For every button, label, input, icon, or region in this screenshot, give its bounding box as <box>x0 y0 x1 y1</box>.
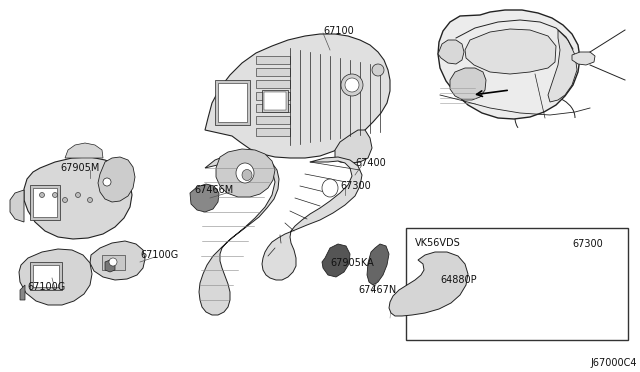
Polygon shape <box>438 10 580 119</box>
Ellipse shape <box>88 198 93 202</box>
Polygon shape <box>218 83 247 122</box>
Polygon shape <box>256 92 290 100</box>
Text: 67100: 67100 <box>323 26 354 36</box>
Polygon shape <box>548 30 577 102</box>
Text: 67300: 67300 <box>572 239 603 249</box>
Polygon shape <box>335 130 372 163</box>
Polygon shape <box>428 258 463 288</box>
Text: 67467N: 67467N <box>358 285 396 295</box>
Ellipse shape <box>322 179 338 197</box>
Polygon shape <box>33 188 57 217</box>
Text: 67100G: 67100G <box>140 250 179 260</box>
Text: VK56VDS: VK56VDS <box>415 238 461 248</box>
Polygon shape <box>450 68 486 100</box>
Polygon shape <box>205 34 390 158</box>
Polygon shape <box>20 285 25 300</box>
Polygon shape <box>33 265 59 287</box>
Polygon shape <box>389 252 468 316</box>
Polygon shape <box>465 29 556 74</box>
Polygon shape <box>19 249 92 305</box>
Text: 64880P: 64880P <box>440 275 477 285</box>
Text: 67905M: 67905M <box>60 163 99 173</box>
Text: 67400: 67400 <box>355 158 386 168</box>
Ellipse shape <box>242 170 252 180</box>
Polygon shape <box>199 154 279 315</box>
Ellipse shape <box>109 258 117 266</box>
Polygon shape <box>438 40 464 64</box>
Text: 67300: 67300 <box>340 181 371 191</box>
Ellipse shape <box>372 64 384 76</box>
Polygon shape <box>216 149 275 197</box>
Polygon shape <box>65 143 103 158</box>
Ellipse shape <box>440 268 450 278</box>
Ellipse shape <box>236 163 254 183</box>
Text: 67100G: 67100G <box>27 282 65 292</box>
Ellipse shape <box>103 178 111 186</box>
Ellipse shape <box>76 192 81 198</box>
Polygon shape <box>264 92 286 110</box>
Polygon shape <box>256 116 290 124</box>
Ellipse shape <box>40 192 45 198</box>
Polygon shape <box>215 80 250 125</box>
Text: 67466M: 67466M <box>194 185 233 195</box>
Polygon shape <box>90 241 145 280</box>
Polygon shape <box>105 260 115 272</box>
Polygon shape <box>256 104 290 112</box>
Polygon shape <box>572 52 595 65</box>
Text: 67905KA: 67905KA <box>330 258 374 268</box>
Polygon shape <box>30 262 62 290</box>
Ellipse shape <box>63 198 67 202</box>
Polygon shape <box>256 68 290 76</box>
Polygon shape <box>24 157 132 239</box>
Polygon shape <box>256 80 290 88</box>
Polygon shape <box>256 56 290 64</box>
Polygon shape <box>322 244 350 277</box>
Polygon shape <box>256 128 290 136</box>
Polygon shape <box>98 157 135 202</box>
Polygon shape <box>367 244 389 285</box>
Text: J67000C4: J67000C4 <box>590 358 637 368</box>
Bar <box>406 228 628 340</box>
Polygon shape <box>262 157 362 280</box>
Polygon shape <box>30 185 60 220</box>
Ellipse shape <box>341 74 363 96</box>
Ellipse shape <box>52 192 58 198</box>
Polygon shape <box>102 255 125 270</box>
Polygon shape <box>10 190 24 222</box>
Ellipse shape <box>345 78 359 92</box>
Polygon shape <box>190 184 219 212</box>
Polygon shape <box>262 90 288 112</box>
